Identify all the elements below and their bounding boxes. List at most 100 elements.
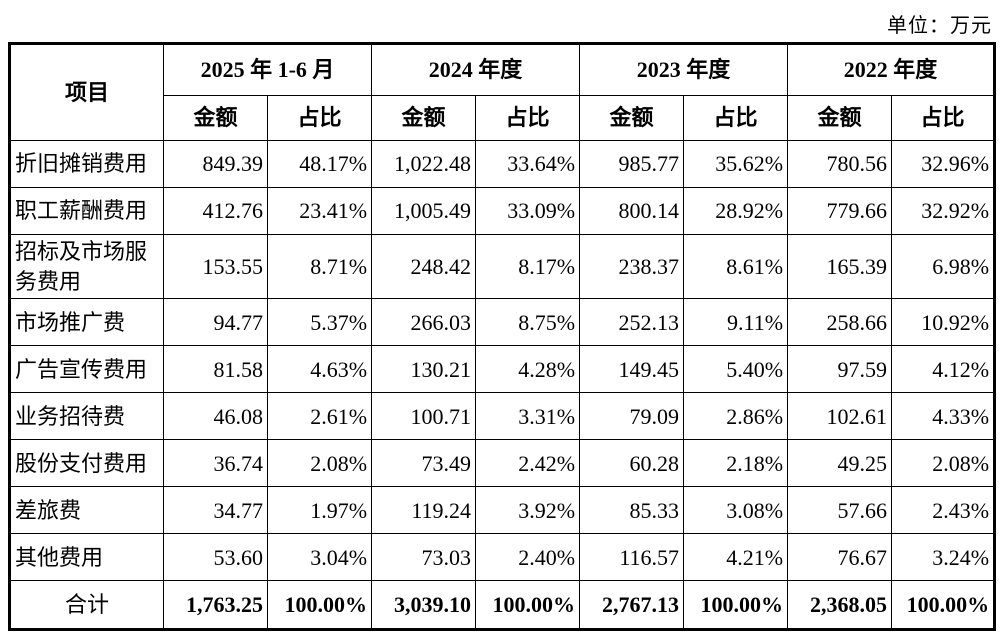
amount-cell: 266.03 — [371, 298, 477, 347]
amount-cell: 153.55 — [163, 233, 268, 300]
ratio-cell: 8.71% — [266, 233, 373, 300]
table-row: 市场推广费 94.77 5.37% 266.03 8.75% 252.13 9.11% 258… — [9, 298, 996, 347]
ratio-cell: 2.40% — [475, 533, 581, 582]
table-row: 业务招待费 46.08 2.61% 100.71 3.31% 79.09 2.86% 102.… — [9, 392, 996, 441]
total-cell: 2,767.13 — [579, 580, 685, 631]
amount-cell: 985.77 — [579, 140, 685, 188]
total-cell: 3,039.10 — [371, 580, 477, 631]
ratio-cell: 33.64% — [475, 140, 581, 188]
ratio-cell: 48.17% — [266, 140, 373, 188]
amount-cell: 1,022.48 — [371, 140, 477, 188]
amount-cell: 800.14 — [579, 187, 685, 235]
ratio-cell: 35.62% — [683, 140, 789, 188]
total-cell: 100.00% — [266, 580, 373, 631]
col-header-item: 项目 — [9, 43, 164, 141]
amount-cell: 49.25 — [787, 439, 893, 488]
row-item-label: 折旧摊销费用 — [9, 140, 164, 188]
ratio-cell: 2.18% — [683, 439, 789, 488]
amount-cell: 81.58 — [163, 345, 268, 394]
ratio-cell: 1.97% — [266, 486, 373, 535]
amount-cell: 252.13 — [579, 298, 685, 347]
ratio-cell: 10.92% — [891, 298, 996, 347]
col-group-2025h1: 2025 年 1-6 月 — [162, 43, 373, 96]
total-cell: 100.00% — [891, 580, 996, 631]
row-item-label: 差旅费 — [9, 486, 164, 535]
amount-cell: 53.60 — [163, 533, 268, 582]
expense-table-body: 折旧摊销费用 849.39 48.17% 1,022.48 33.64% 985.77 35… — [9, 140, 996, 631]
ratio-cell: 2.08% — [891, 439, 996, 488]
total-row-label: 合计 — [9, 580, 164, 631]
amount-cell: 57.66 — [787, 486, 893, 535]
ratio-cell: 4.12% — [891, 345, 996, 394]
ratio-cell: 5.37% — [266, 298, 373, 347]
ratio-cell: 3.92% — [475, 486, 581, 535]
table-header: 项目 2025 年 1-6 月 2024 年度 2023 年度 2022 年度 … — [9, 43, 996, 141]
ratio-cell: 28.92% — [683, 187, 789, 235]
col-group-2022: 2022 年度 — [787, 43, 996, 96]
amount-cell: 34.77 — [163, 486, 268, 535]
table-row: 招标及市场服务费用 153.55 8.71% 248.42 8.17% 238.37 8.6… — [9, 233, 996, 300]
expense-table: 项目 2025 年 1-6 月 2024 年度 2023 年度 2022 年度 … — [8, 42, 997, 632]
row-item-label: 其他费用 — [9, 533, 164, 582]
col-header-amount: 金额 — [787, 95, 893, 141]
amount-cell: 130.21 — [371, 345, 477, 394]
ratio-cell: 3.08% — [683, 486, 789, 535]
col-header-ratio: 占比 — [266, 95, 373, 141]
total-row: 合计 1,763.25 100.00% 3,039.10 100.00% 2,7… — [9, 580, 996, 631]
amount-cell: 79.09 — [579, 392, 685, 441]
col-header-ratio: 占比 — [683, 95, 789, 141]
table-row: 广告宣传费用 81.58 4.63% 130.21 4.28% 149.45 5.40% 97… — [9, 345, 996, 394]
unit-label: 单位：万元 — [887, 15, 992, 37]
amount-cell: 60.28 — [579, 439, 685, 488]
amount-cell: 102.61 — [787, 392, 893, 441]
ratio-cell: 2.08% — [266, 439, 373, 488]
table-row: 折旧摊销费用 849.39 48.17% 1,022.48 33.64% 985.77 35… — [9, 140, 996, 188]
amount-cell: 100.71 — [371, 392, 477, 441]
table-row: 差旅费 34.77 1.97% 119.24 3.92% 85.33 3.08% 57.66 2… — [9, 486, 996, 535]
ratio-cell: 32.92% — [891, 187, 996, 235]
amount-cell: 76.67 — [787, 533, 893, 582]
amount-cell: 238.37 — [579, 233, 685, 300]
col-header-ratio: 占比 — [475, 95, 581, 141]
ratio-cell: 8.17% — [475, 233, 581, 300]
col-header-amount: 金额 — [371, 95, 477, 141]
col-group-2024: 2024 年度 — [371, 43, 581, 96]
ratio-cell: 2.42% — [475, 439, 581, 488]
ratio-cell: 3.31% — [475, 392, 581, 441]
amount-cell: 258.66 — [787, 298, 893, 347]
ratio-cell: 8.75% — [475, 298, 581, 347]
table-row: 职工薪酬费用 412.76 23.41% 1,005.49 33.09% 800.14 28… — [9, 187, 996, 235]
amount-cell: 97.59 — [787, 345, 893, 394]
ratio-cell: 8.61% — [683, 233, 789, 300]
ratio-cell: 3.24% — [891, 533, 996, 582]
amount-cell: 73.49 — [371, 439, 477, 488]
amount-cell: 1,005.49 — [371, 187, 477, 235]
header-row-periods: 项目 2025 年 1-6 月 2024 年度 2023 年度 2022 年度 — [9, 43, 996, 141]
amount-cell: 94.77 — [163, 298, 268, 347]
amount-cell: 119.24 — [371, 486, 477, 535]
total-cell: 2,368.05 — [787, 580, 893, 631]
amount-cell: 165.39 — [787, 233, 893, 300]
col-header-ratio: 占比 — [891, 95, 996, 141]
row-item-label: 股份支付费用 — [9, 439, 164, 488]
col-group-2023: 2023 年度 — [579, 43, 789, 96]
row-item-label: 广告宣传费用 — [9, 345, 164, 394]
ratio-cell: 9.11% — [683, 298, 789, 347]
table-row: 股份支付费用 36.74 2.08% 73.49 2.42% 60.28 2.18% 49.2… — [9, 439, 996, 488]
amount-cell: 46.08 — [163, 392, 268, 441]
ratio-cell: 33.09% — [475, 187, 581, 235]
col-header-amount: 金额 — [163, 95, 268, 141]
amount-cell: 780.56 — [787, 140, 893, 188]
ratio-cell: 6.98% — [891, 233, 996, 300]
ratio-cell: 2.43% — [891, 486, 996, 535]
row-item-label: 职工薪酬费用 — [9, 187, 164, 235]
amount-cell: 73.03 — [371, 533, 477, 582]
col-header-amount: 金额 — [579, 95, 685, 141]
ratio-cell: 4.63% — [266, 345, 373, 394]
ratio-cell: 3.04% — [266, 533, 373, 582]
amount-cell: 849.39 — [163, 140, 268, 188]
ratio-cell: 5.40% — [683, 345, 789, 394]
row-item-label: 市场推广费 — [9, 298, 164, 347]
total-cell: 1,763.25 — [163, 580, 268, 631]
